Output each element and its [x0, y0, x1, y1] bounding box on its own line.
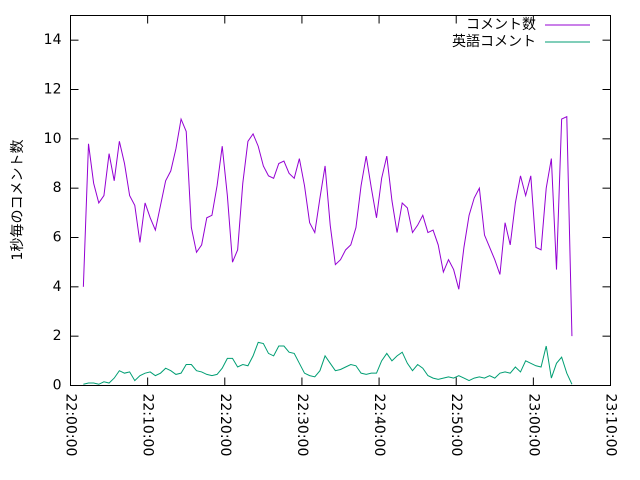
- legend-label: コメント数: [466, 17, 536, 33]
- plot-frame: [70, 15, 611, 386]
- x-tick-label: 22:10:00: [140, 394, 156, 457]
- x-tick-label: 22:50:00: [448, 394, 464, 457]
- x-tick-label: 23:00:00: [525, 394, 541, 457]
- y-tick-label: 14: [44, 32, 62, 48]
- y-axis-label: 1秒毎のコメント数: [10, 140, 26, 261]
- y-tick-label: 6: [53, 230, 62, 246]
- x-tick-label: 22:00:00: [63, 394, 79, 457]
- x-tick-label: 23:10:00: [603, 394, 619, 457]
- x-tick-label: 22:40:00: [371, 394, 387, 457]
- y-tick-label: 12: [44, 82, 62, 98]
- y-tick-label: 2: [53, 328, 62, 344]
- y-tick-label: 4: [53, 279, 62, 295]
- y-tick-label: 10: [44, 131, 62, 147]
- x-tick-label: 22:30:00: [294, 394, 310, 457]
- series-line: [82, 115, 573, 337]
- x-tick-label: 22:20:00: [217, 394, 233, 457]
- legend-label: 英語コメント: [452, 33, 536, 50]
- y-tick-label: 0: [53, 378, 62, 394]
- series-line: [83, 341, 573, 385]
- y-tick-label: 8: [53, 180, 62, 196]
